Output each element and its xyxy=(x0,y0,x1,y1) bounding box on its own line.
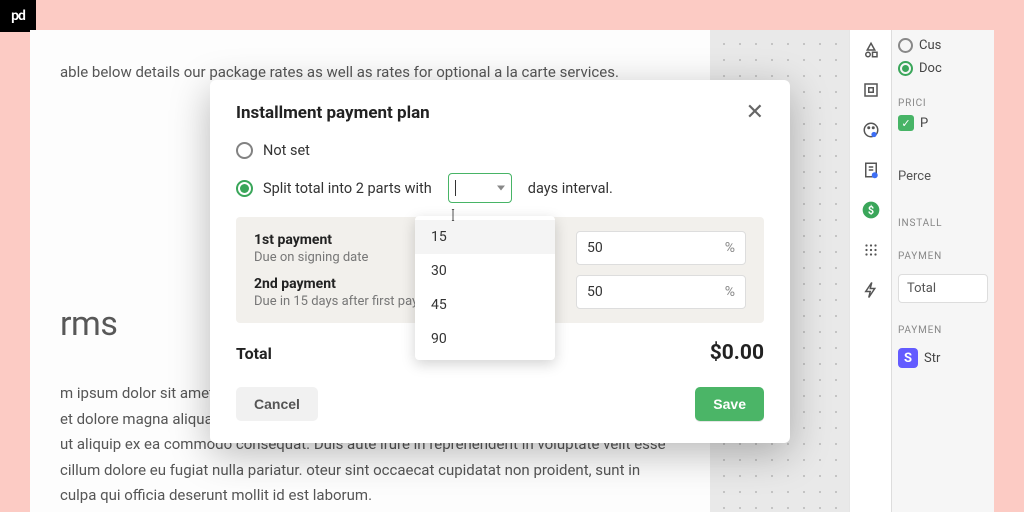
receipt-icon[interactable] xyxy=(861,160,881,180)
panel-checkbox[interactable]: ✓P xyxy=(892,115,994,137)
modal-title: Installment payment plan xyxy=(236,103,430,123)
brand-logo: pd xyxy=(0,0,36,32)
panel-stripe-row[interactable]: S Str xyxy=(892,342,994,374)
panel-radio-document[interactable]: Doc xyxy=(898,61,988,76)
days-interval-select[interactable] xyxy=(448,173,512,203)
panel-section-payment-2: PAYMEN xyxy=(892,315,994,342)
dropdown-option-45[interactable]: 45 xyxy=(415,288,555,322)
frame-icon[interactable] xyxy=(861,80,881,100)
save-button[interactable]: Save xyxy=(695,387,764,421)
palette-icon[interactable] xyxy=(861,120,881,140)
stripe-icon: S xyxy=(898,348,918,368)
panel-radio-customer[interactable]: Cus xyxy=(898,38,988,53)
payment-1-sub: Due on signing date xyxy=(254,250,368,265)
close-icon[interactable]: ✕ xyxy=(746,102,764,124)
svg-text:$: $ xyxy=(867,204,873,217)
dropdown-option-15[interactable]: 15 xyxy=(415,220,555,254)
panel-percent-label: Perce xyxy=(892,161,994,188)
panel-section-pricing: PRICI xyxy=(892,88,994,115)
panel-section-payment-1: PAYMEN xyxy=(892,241,994,268)
cancel-button[interactable]: Cancel xyxy=(236,387,318,421)
text-cursor-icon: I xyxy=(452,205,455,226)
dropdown-option-30[interactable]: 30 xyxy=(415,254,555,288)
payment-2-input[interactable]: 50 % xyxy=(576,275,746,309)
total-label: Total xyxy=(236,344,272,363)
side-icon-rail: $ xyxy=(849,30,891,512)
shapes-icon[interactable] xyxy=(861,40,881,60)
option-split[interactable]: Split total into 2 parts with days inter… xyxy=(236,173,764,203)
chevron-down-icon xyxy=(497,186,505,191)
grid-icon[interactable] xyxy=(861,240,881,260)
days-dropdown: 15 30 45 90 xyxy=(415,216,555,360)
panel-total-field[interactable]: Total xyxy=(898,274,988,303)
screenshot-inset: able below details our package rates as … xyxy=(30,30,994,512)
dropdown-option-90[interactable]: 90 xyxy=(415,322,555,356)
panel-section-installment: INSTALL xyxy=(892,208,994,235)
pricing-icon[interactable]: $ xyxy=(861,200,881,220)
option-not-set[interactable]: Not set xyxy=(236,142,764,159)
total-value: $0.00 xyxy=(710,341,764,365)
payment-1-label: 1st payment xyxy=(254,232,368,248)
properties-panel: Cus Doc PRICI ✓P Perce INSTALL PAYMEN To… xyxy=(891,30,994,512)
option-not-set-label: Not set xyxy=(263,142,310,159)
lightning-icon[interactable] xyxy=(861,280,881,300)
option-split-post: days interval. xyxy=(528,180,613,197)
installment-modal: Installment payment plan ✕ Not set Split… xyxy=(210,80,790,443)
option-split-pre: Split total into 2 parts with xyxy=(263,180,432,197)
payment-1-input[interactable]: 50 % xyxy=(576,231,746,265)
